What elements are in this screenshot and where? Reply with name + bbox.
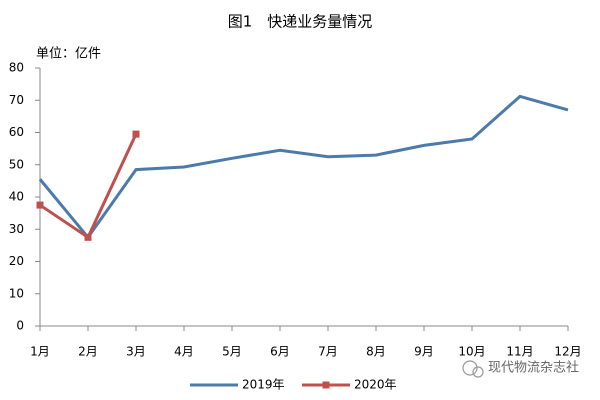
x-tick-label: 11月 — [506, 345, 533, 359]
x-tick-label: 4月 — [174, 345, 194, 359]
y-tick-label: 30 — [9, 222, 24, 236]
series-line — [39, 133, 138, 240]
unit-label: 单位：亿件 — [36, 47, 101, 62]
watermark: 现代物流杂志社 — [488, 360, 579, 376]
x-tick-label: 12月 — [554, 345, 581, 359]
x-tick-label: 3月 — [126, 345, 146, 359]
watermark-icon — [462, 360, 484, 378]
y-tick-label: 80 — [9, 61, 24, 75]
y-tick-label: 70 — [9, 93, 24, 107]
legend-label: 2019年 — [242, 378, 285, 392]
y-tick-label: 0 — [16, 319, 24, 333]
point — [36, 201, 44, 209]
x-tick-label: 9月 — [414, 345, 434, 359]
y-tick-label: 20 — [9, 254, 24, 268]
x-tick-label: 6月 — [270, 345, 290, 359]
y-tick-label: 10 — [9, 286, 24, 300]
series-line — [38, 94, 569, 240]
point — [84, 233, 92, 241]
y-tick-label: 50 — [9, 157, 24, 171]
x-tick-label: 2月 — [78, 345, 98, 359]
chart-title: 图1 快递业务量情况 — [228, 13, 373, 31]
x-tick-label: 7月 — [318, 345, 338, 359]
point — [132, 130, 140, 138]
x-tick-label: 5月 — [222, 345, 242, 359]
legend-marker — [322, 381, 330, 389]
x-tick-label: 10月 — [458, 345, 485, 359]
legend-label: 2020年 — [354, 378, 397, 392]
x-tick-label: 8月 — [366, 345, 386, 359]
x-tick-label: 1月 — [30, 345, 50, 359]
y-tick-label: 40 — [9, 190, 24, 204]
y-tick-label: 60 — [9, 125, 24, 139]
